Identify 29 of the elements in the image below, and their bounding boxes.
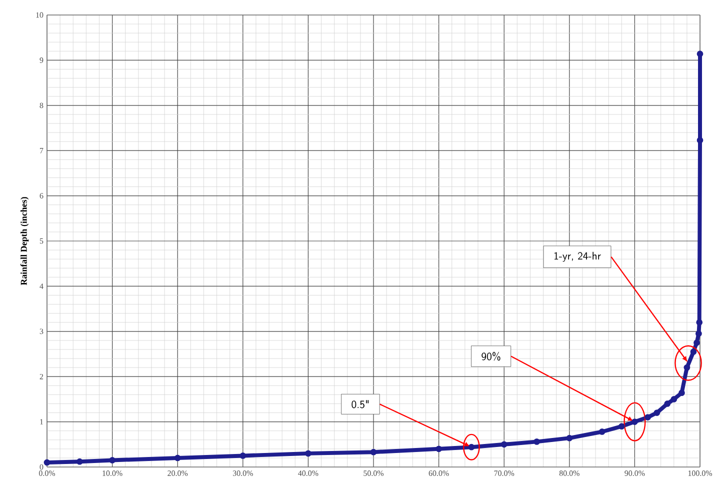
point [305,450,312,457]
point [598,428,606,435]
point [618,423,625,430]
point [109,457,116,464]
point [654,410,660,416]
point [44,459,50,466]
point [694,340,700,346]
point [436,446,442,452]
y-axis-title: Rainfall Depth (inches) [20,197,29,286]
point [566,434,573,442]
point [670,396,678,402]
point [696,319,703,326]
point [696,137,704,144]
point [678,390,685,396]
point [500,441,508,448]
point [370,448,377,456]
point [534,438,540,445]
point [684,364,690,371]
annotation: 0.5" [352,400,369,408]
point [240,452,246,459]
point [696,330,702,337]
point [174,454,181,462]
point [690,348,697,355]
point [76,458,83,465]
annotation: 90% [482,352,500,361]
point [644,414,651,420]
annotation: 1-yr, 24-hr [554,252,601,262]
point [696,50,704,58]
point [664,400,671,407]
